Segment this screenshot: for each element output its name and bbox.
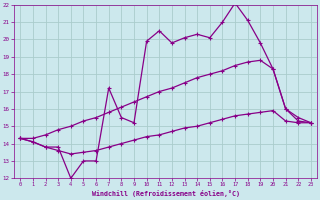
X-axis label: Windchill (Refroidissement éolien,°C): Windchill (Refroidissement éolien,°C) xyxy=(92,190,240,197)
